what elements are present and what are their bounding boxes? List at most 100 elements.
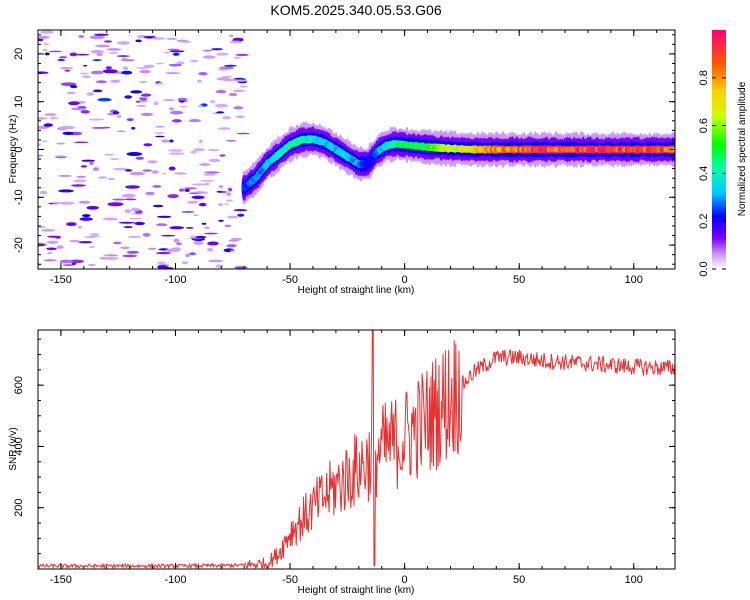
noise-blob — [96, 52, 103, 57]
noise-blob — [109, 158, 120, 160]
noise-blob — [124, 95, 132, 99]
spectrogram-x-tick-label: -150 — [50, 274, 72, 286]
noise-blob — [167, 194, 179, 199]
noise-blob — [60, 82, 77, 86]
noise-blob — [162, 99, 176, 102]
snr-ticks: -150 -100 -50 0 50 100 200 400 600 — [13, 330, 675, 586]
noise-blob — [44, 52, 50, 56]
colorbar-gradient — [712, 30, 726, 269]
spectrogram-x-tick-label: 100 — [625, 274, 643, 286]
noise-blob — [142, 233, 151, 237]
noise-blob — [177, 97, 188, 101]
noise-blob — [226, 215, 239, 219]
snr-x-tick-label: -100 — [164, 574, 186, 586]
noise-blob — [237, 213, 245, 217]
noise-blob — [152, 204, 164, 208]
noise-blob — [165, 72, 181, 75]
noise-blob — [207, 149, 220, 152]
noise-blob — [68, 101, 80, 106]
noise-blob — [155, 125, 165, 128]
noise-blob — [79, 72, 89, 75]
noise-blob — [225, 199, 234, 202]
noise-blob — [168, 107, 175, 111]
noise-blob — [224, 224, 232, 228]
snr-y-tick-label: 400 — [13, 437, 25, 455]
snr-y-tick-label: 200 — [13, 499, 25, 517]
spectrogram-ylabel: Frequency (Hz) — [8, 115, 19, 184]
noise-blob — [157, 261, 166, 264]
noise-blob — [58, 56, 68, 59]
noise-blob — [127, 235, 142, 238]
noise-blob — [49, 50, 63, 53]
noise-blob — [216, 77, 231, 81]
noise-blob — [101, 126, 111, 129]
noise-blob — [102, 217, 119, 221]
spectrogram-x-tick-label: 50 — [513, 274, 525, 286]
noise-blob — [201, 222, 207, 225]
noise-blob — [38, 35, 50, 39]
noise-blob — [94, 33, 109, 36]
noise-blob — [47, 240, 59, 244]
noise-blob — [56, 245, 64, 249]
noise-blob — [143, 143, 153, 147]
noise-blob — [124, 209, 132, 214]
spectrogram-y-tick-label: -20 — [13, 237, 25, 253]
noise-blob — [47, 252, 53, 255]
noise-blob — [168, 149, 184, 152]
noise-blob — [198, 139, 203, 144]
noise-blob — [131, 126, 136, 130]
noise-blob — [229, 34, 234, 38]
noise-blob — [78, 241, 93, 244]
noise-blob — [233, 106, 244, 110]
noise-blob — [77, 226, 83, 229]
noise-blob — [112, 111, 120, 115]
noise-blob — [107, 177, 115, 181]
noise-blob — [43, 43, 50, 45]
noise-blob — [117, 41, 130, 45]
noise-blob — [215, 264, 224, 268]
noise-blob — [38, 154, 44, 157]
noise-blob — [43, 123, 54, 127]
noise-blob — [176, 242, 182, 246]
noise-blob — [236, 132, 250, 135]
noise-blob — [135, 100, 141, 103]
noise-blob — [240, 85, 248, 88]
noise-blob — [135, 39, 142, 43]
noise-blob — [192, 214, 199, 217]
noise-blob — [195, 191, 204, 194]
noise-blob — [208, 259, 224, 263]
noise-blob — [215, 52, 229, 56]
noise-blob — [93, 89, 103, 93]
noise-blob — [156, 82, 164, 85]
noise-blob — [70, 85, 78, 89]
noise-blob — [116, 55, 130, 57]
noise-blob — [203, 49, 213, 52]
noise-blob — [130, 213, 144, 215]
noise-blob — [97, 176, 107, 179]
noise-blob — [41, 229, 56, 232]
noise-blob — [190, 235, 196, 238]
noise-blob — [227, 187, 233, 192]
noise-blob — [90, 50, 105, 54]
noise-blob — [126, 118, 134, 121]
noise-blob — [59, 125, 75, 130]
noise-blob — [153, 101, 159, 106]
noise-blob — [143, 64, 155, 68]
noise-blob — [129, 217, 142, 220]
snr-x-tick-label: -150 — [50, 574, 72, 586]
noise-blob — [125, 185, 140, 189]
noise-blob — [59, 259, 73, 264]
noise-blob — [219, 154, 226, 157]
noise-blob — [112, 167, 129, 171]
noise-blob — [204, 226, 210, 229]
noise-blob — [86, 92, 95, 96]
noise-blob — [224, 203, 229, 205]
noise-blob — [66, 222, 77, 227]
noise-blob — [198, 72, 208, 76]
noise-blob — [151, 170, 159, 174]
chart-title: KOM5.2025.340.05.53.G06 — [270, 2, 441, 18]
noise-blob — [89, 35, 105, 40]
noise-blob — [200, 180, 215, 182]
noise-blob — [179, 41, 192, 43]
